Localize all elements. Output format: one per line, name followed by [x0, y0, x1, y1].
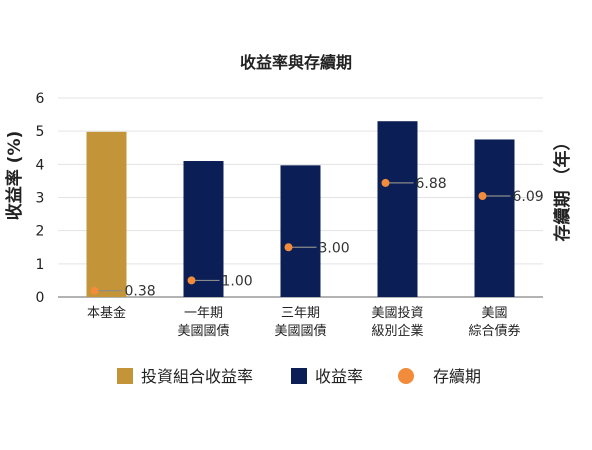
y-tick-label: 3: [36, 191, 45, 207]
duration-label: 3.00: [319, 240, 350, 256]
legend-fund-swatch: [117, 368, 133, 384]
bar: [183, 161, 224, 297]
y-tick-label: 1: [36, 257, 45, 273]
duration-label: 6.88: [416, 176, 447, 192]
x-tick-label: 美國國債: [274, 324, 326, 339]
duration-points: 0.38 1.00 3.00 6.88 6.09: [90, 176, 544, 300]
duration-point: [90, 286, 99, 295]
bar: [474, 139, 515, 297]
bars: [86, 121, 515, 297]
grid-lines: [58, 97, 543, 298]
x-tick-label: 本基金: [87, 305, 126, 321]
duration-label: 0.38: [125, 284, 156, 300]
y2-axis-label: 存續期 （年）: [552, 134, 573, 242]
y-tick-label: 6: [36, 91, 45, 107]
chart-title: 收益率與存續期: [240, 53, 352, 72]
duration-label: 1.00: [222, 273, 253, 289]
bar: [280, 165, 321, 297]
duration-label: 6.09: [513, 189, 544, 205]
y-tick-label: 2: [36, 224, 45, 240]
legend-label: 投資組合收益率: [141, 367, 253, 386]
x-tick-label: 級別企業: [371, 323, 423, 339]
legend-benchmark-swatch: [291, 368, 307, 384]
legend-duration-marker: [398, 368, 414, 384]
legend: 投資組合收益率 收益率 存續期: [117, 367, 481, 386]
duration-point: [478, 192, 487, 201]
y-axis-label: 收益率 (%): [4, 131, 25, 221]
x-tick-label: 美國: [481, 306, 507, 321]
x-tick-label: 美國國債: [177, 324, 229, 339]
duration-point: [187, 276, 196, 285]
x-tick-label: 美國投資: [371, 305, 423, 321]
duration-point: [284, 243, 293, 252]
x-tick-label: 綜合債券: [468, 323, 520, 339]
bar: [86, 131, 127, 297]
y-tick-label: 0: [36, 290, 45, 306]
bar: [377, 121, 418, 297]
duration-point: [381, 178, 390, 187]
y-axis-ticks: 0 1 2 3 4 5 6: [36, 91, 45, 306]
x-tick-label: 一年期: [184, 306, 223, 321]
y-tick-label: 5: [36, 124, 45, 140]
x-tick-label: 三年期: [281, 306, 320, 321]
legend-label: 收益率: [315, 367, 363, 386]
y-tick-label: 4: [36, 157, 45, 173]
legend-label: 存續期: [433, 367, 481, 386]
